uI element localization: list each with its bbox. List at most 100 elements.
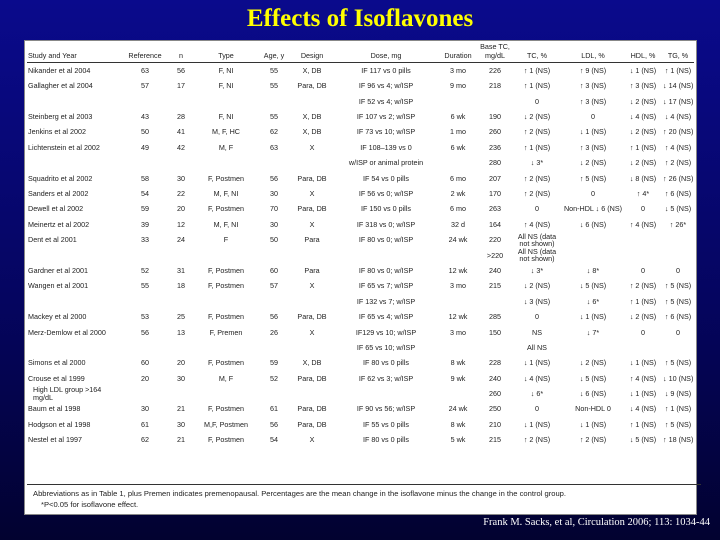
table-row: IF 65 vs 10; w/ISP All NS (27, 340, 694, 355)
cell-tc: ↑ 1 (NS) (523, 65, 551, 75)
cell-tc: ↓ 6* (530, 389, 544, 399)
table-row: Dewell et al 2002 59 20 F, Postmen 70 Para, D… (27, 202, 694, 217)
cell-hdl: ↓ 1 (NS) (629, 389, 657, 399)
cell-hdl: ↓ 2 (NS) (629, 158, 657, 168)
cell-design: Para, DB (297, 173, 327, 183)
cell-study: Merz-Demlow et al 2000 (28, 327, 106, 337)
cell-duration: 2 wk (450, 189, 466, 199)
cell-dose: IF 80 vs 0 pills (363, 358, 409, 368)
cell-study: Squadrito et al 2002 (28, 173, 93, 183)
cell-age: 56 (270, 419, 278, 429)
cell-hdl: ↓ 4 (NS) (629, 404, 657, 414)
cell-type: M,F, Postmen (204, 419, 248, 429)
cell-study: Dent et al 2001 (28, 235, 77, 245)
cell-base-tc: 170 (489, 189, 501, 199)
cell-ldl: ↓ 6 (NS) (579, 389, 607, 399)
cell-design: Para, DB (297, 312, 327, 322)
cell-age: 56 (270, 312, 278, 322)
cell-type: M, F (218, 142, 234, 152)
cell-dose: IF 65 vs 10; w/ISP (356, 342, 416, 352)
cell-dose: IF 107 vs 2; w/ISP (356, 112, 416, 122)
cell-age (258, 94, 290, 109)
cell-reference: 61 (141, 419, 149, 429)
cell-n: 12 (177, 219, 185, 229)
cell-base-tc (478, 294, 512, 309)
cell-tg: ↑ 6 (NS) (664, 189, 692, 199)
cell-type (194, 94, 258, 109)
cell-base-tc (478, 94, 512, 109)
cell-ldl: ↓ 6 (NS) (579, 219, 607, 229)
cell-duration: 8 wk (450, 358, 466, 368)
cell-n: 30 (177, 173, 185, 183)
cell-ldl: ↑ 2 (NS) (579, 435, 607, 445)
table-row: IF 132 vs 7; w/ISP ↓ 3 (NS) ↓ 6* ↑ 1 (NS) ↑ … (27, 294, 694, 309)
cell-design (290, 294, 334, 309)
cell-ldl: ↑ 3 (NS) (579, 96, 607, 106)
col-header-study: Study and Year (27, 43, 122, 63)
cell-n: 42 (177, 142, 185, 152)
col-header-base-tc: Base TC, mg/dL (478, 42, 512, 63)
cell-base-tc: 207 (489, 173, 501, 183)
cell-base-tc: 240 (489, 265, 501, 275)
cell-base-tc: 260 (489, 389, 501, 399)
cell-reference: 53 (141, 312, 149, 322)
table-row: Steinberg et al 2003 43 28 F, NI 55 X, DB IF 1… (27, 109, 694, 124)
cell-tg: ↑ 5 (NS) (664, 358, 692, 368)
cell-type: F (223, 235, 229, 245)
cell-duration: 1 mo (450, 127, 466, 137)
cell-ldl: ↑ 5 (NS) (579, 173, 607, 183)
cell-duration (438, 294, 478, 309)
cell-ldl: ↑ 3 (NS) (579, 81, 607, 91)
cell-duration (438, 155, 478, 170)
cell-hdl: ↑ 1 (NS) (629, 419, 657, 429)
cell-type: F, Postmen (208, 173, 244, 183)
cell-duration (438, 386, 478, 401)
cell-study (27, 248, 122, 263)
cell-tc: 0 (535, 204, 539, 214)
cell-design: X (309, 189, 315, 199)
cell-reference (122, 340, 168, 355)
cell-n: 21 (177, 404, 185, 414)
cell-study: Lichtenstein et al 2002 (28, 142, 100, 152)
cell-reference: 60 (141, 358, 149, 368)
cell-hdl (624, 340, 662, 355)
cell-n: 13 (177, 327, 185, 337)
cell-design: X (309, 219, 315, 229)
cell-study: Nikander et al 2004 (28, 65, 91, 75)
cell-type: F, NI (218, 65, 234, 75)
cell-tc: All NS (data not shown) (517, 247, 557, 264)
table-row: Squadrito et al 2002 58 30 F, Postmen 56 Para… (27, 171, 694, 186)
cell-reference: 20 (141, 373, 149, 383)
cell-n: 30 (177, 419, 185, 429)
cell-duration: 12 wk (448, 265, 468, 275)
cell-age: 56 (270, 173, 278, 183)
cell-base-tc (478, 340, 512, 355)
cell-n: 41 (177, 127, 185, 137)
citation: Frank M. Sacks, et al, Circulation 2006;… (483, 517, 710, 528)
cell-design: Para, DB (297, 419, 327, 429)
cell-base-tc: 210 (489, 419, 501, 429)
cell-dose: w/ISP or animal protein (348, 158, 424, 168)
cell-age: 55 (270, 112, 278, 122)
cell-ldl (562, 248, 624, 263)
cell-reference (122, 386, 168, 401)
cell-duration: 3 mo (450, 281, 466, 291)
cell-n: 28 (177, 112, 185, 122)
cell-reference: 59 (141, 204, 149, 214)
table-row: Gallagher et al 2004 57 17 F, NI 55 Para, DB I… (27, 78, 694, 93)
cell-reference: 55 (141, 281, 149, 291)
cell-design: Para, DB (297, 81, 327, 91)
cell-tc: 0 (535, 404, 539, 414)
cell-design: Para, DB (297, 204, 327, 214)
cell-duration (438, 94, 478, 109)
cell-study (27, 155, 122, 170)
cell-design: X, DB (302, 112, 322, 122)
cell-duration: 5 wk (450, 435, 466, 445)
cell-n: 21 (177, 435, 185, 445)
cell-ldl: ↓ 7* (586, 327, 600, 337)
cell-hdl: ↑ 3 (NS) (629, 81, 657, 91)
cell-tc: ↓ 1 (NS) (523, 358, 551, 368)
cell-ldl: ↓ 1 (NS) (579, 312, 607, 322)
cell-tc: ↓ 3* (530, 158, 544, 168)
cell-reference (122, 155, 168, 170)
